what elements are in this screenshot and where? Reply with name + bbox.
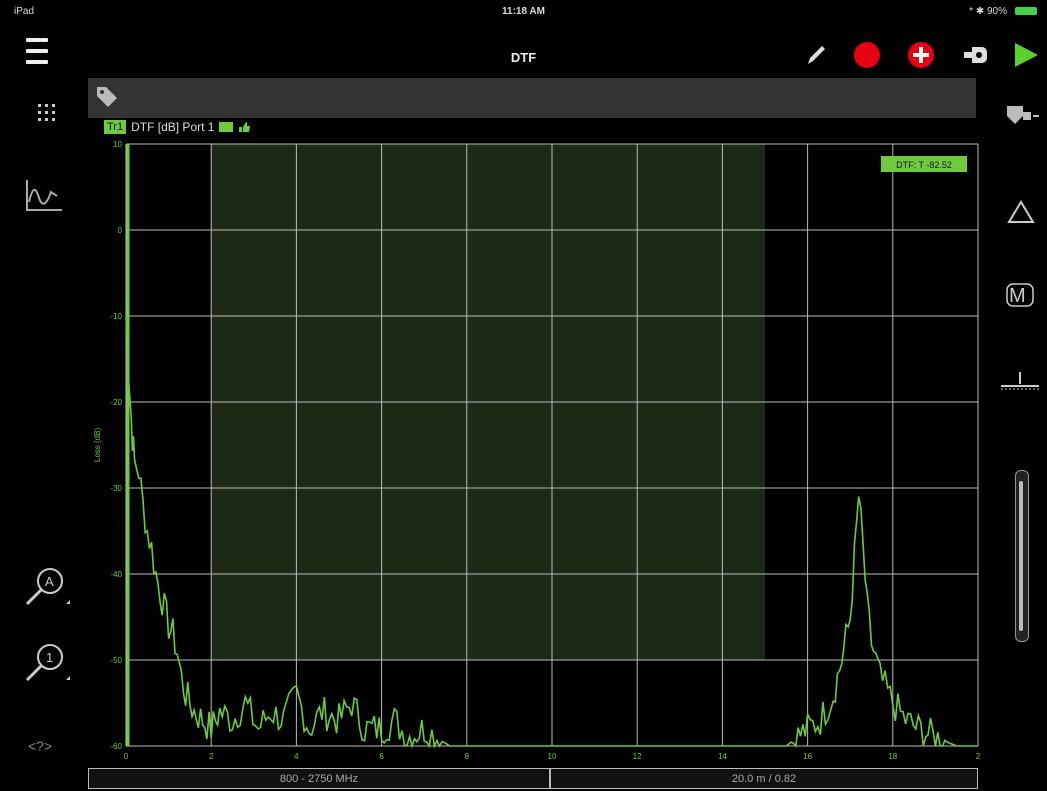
x-tick-label: 14 <box>718 752 727 761</box>
x-tick-label: 18 <box>888 752 897 761</box>
y-tick-label: -60 <box>110 742 122 751</box>
scrollbar-thumb[interactable] <box>1019 481 1023 631</box>
distance-info: 20.0 m / 0.82 <box>731 773 797 785</box>
trace-view-icon[interactable] <box>24 178 64 212</box>
svg-text:A: A <box>45 574 54 589</box>
x-tick-label: 4 <box>294 752 299 761</box>
x-tick-label: 8 <box>465 752 470 761</box>
y-tick-label: -20 <box>110 398 122 407</box>
add-marker-icon[interactable] <box>906 40 936 70</box>
pencil-icon[interactable] <box>800 40 830 70</box>
trace-title: DTF [dB] Port 1 <box>131 120 215 134</box>
x-tick-label: 16 <box>803 752 812 761</box>
battery-text: * ✱ 90% <box>969 6 1007 17</box>
trace-status-badge <box>219 122 234 132</box>
x-tick-label: 0 <box>124 752 129 761</box>
trace-line <box>125 316 978 749</box>
page-title: DTF <box>510 50 537 65</box>
frequency-range: 800 - 2750 MHz <box>279 773 359 785</box>
menu-icon[interactable] <box>26 38 48 66</box>
play-icon[interactable] <box>1010 40 1040 70</box>
tag-icon[interactable] <box>94 84 120 110</box>
keypad-icon[interactable] <box>36 102 58 124</box>
battery-icon <box>1015 7 1037 15</box>
tag-bar[interactable] <box>88 78 976 118</box>
x-tick-label: 6 <box>379 752 384 761</box>
record-icon[interactable] <box>852 40 882 70</box>
port-connect-icon[interactable] <box>960 40 990 70</box>
y-tick-label: -40 <box>110 570 122 579</box>
marker-search-icon[interactable] <box>1003 102 1043 132</box>
trace-header[interactable]: Tr1 DTF [dB] Port 1 <box>104 118 251 136</box>
frequency-range-bar[interactable]: 800 - 2750 MHz <box>88 768 550 789</box>
marker-icon[interactable]: M <box>1005 280 1037 308</box>
y-tick-label: 10 <box>113 140 122 149</box>
clock: 11:18 AM <box>502 6 545 17</box>
help-button[interactable]: <?> <box>28 738 53 754</box>
marker-readout[interactable]: DTF: T -82.52 <box>881 156 967 172</box>
device-label: iPad <box>14 6 35 17</box>
y-tick-label: -10 <box>110 312 122 321</box>
trace-badge[interactable]: Tr1 <box>104 120 127 134</box>
x-tick-label: 10 <box>548 752 557 761</box>
right-toolbar: M <box>983 80 1047 791</box>
thumbs-up-icon <box>239 122 251 132</box>
x-tick-label: 2 <box>209 752 214 761</box>
vertical-scrollbar[interactable] <box>1015 470 1029 642</box>
svg-text:M: M <box>1009 285 1026 307</box>
autoscale-zoom-icon[interactable]: A <box>22 566 72 610</box>
toolbar: DTF <box>0 20 1047 76</box>
x-tick-label: 12 <box>633 752 642 761</box>
y-tick-label: -30 <box>110 484 122 493</box>
reference-level-icon[interactable] <box>997 370 1043 394</box>
y-axis-label: Loss (dB) <box>93 428 102 463</box>
delta-marker-icon[interactable] <box>1005 198 1037 226</box>
svg-text:1: 1 <box>46 650 53 665</box>
left-toolbar: A 1 <?> <box>0 80 80 791</box>
y-tick-label: 0 <box>118 226 123 235</box>
status-bar: iPad 11:18 AM * ✱ 90% <box>0 0 1047 20</box>
y-tick-label: -50 <box>110 656 122 665</box>
distance-info-bar[interactable]: 20.0 m / 0.82 <box>550 768 978 789</box>
zoom-one-icon[interactable]: 1 <box>22 642 72 686</box>
marker-readout-text: DTF: T -82.52 <box>896 160 952 170</box>
x-tick-label: 2 <box>976 752 981 761</box>
